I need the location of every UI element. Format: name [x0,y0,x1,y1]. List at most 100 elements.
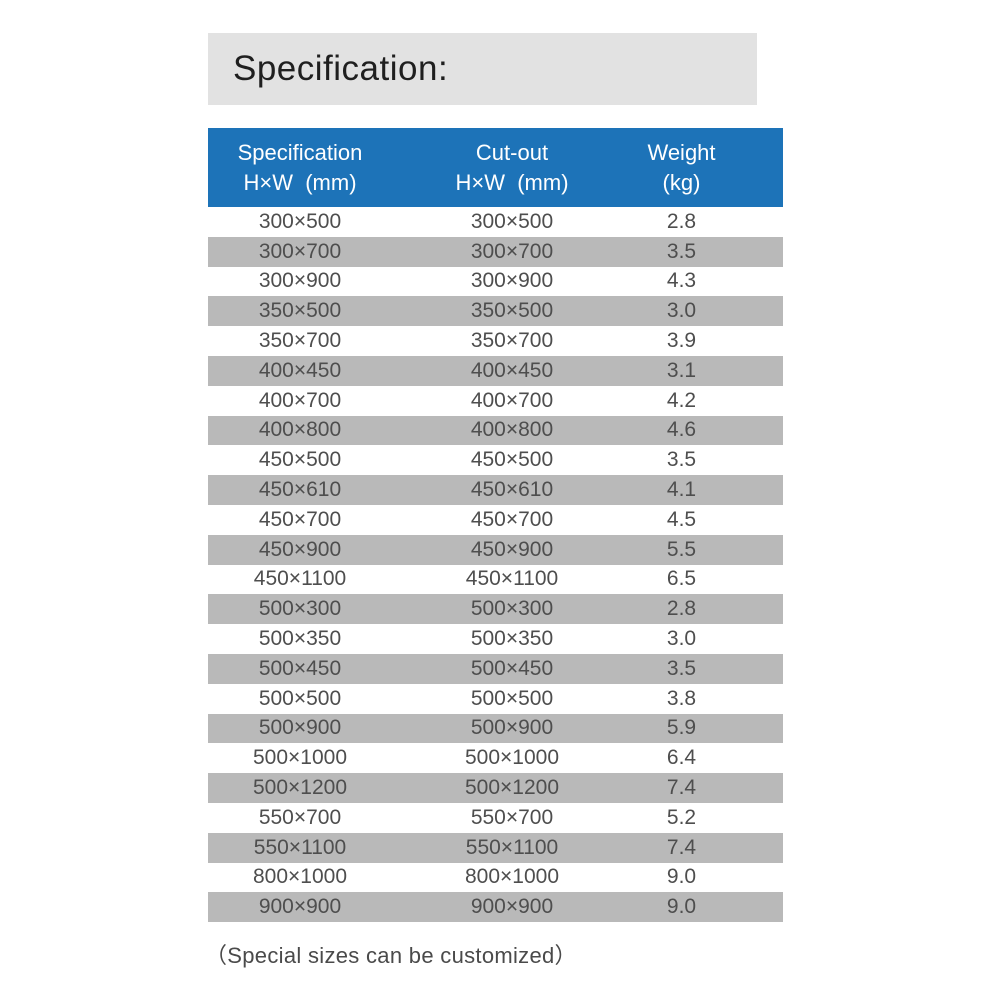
cell-weight: 3.8 [666,686,697,710]
table-header: Specification H×W (mm) Cut-out H×W (mm) … [208,128,783,207]
cell-cutout: 500×1200 [464,776,560,800]
cell-weight: 9.0 [666,895,697,919]
cell-weight: 4.6 [666,418,697,442]
cell-cutout: 500×350 [470,627,554,651]
column-header-weight: Weight (kg) [632,138,783,198]
table-body: 300×500 300×500 2.8 300×700 300×700 3.5 300×90… [208,207,783,923]
cell-spec: 450×610 [258,478,342,502]
cell-cutout: 500×900 [470,716,554,740]
cell-cutout: 800×1000 [464,865,560,889]
cell-spec: 300×900 [258,269,342,293]
table-row: 900×900 900×900 9.0 [208,892,783,923]
cell-cutout: 450×610 [470,478,554,502]
cell-spec: 500×1000 [252,746,348,770]
column-sublabel: H×W (mm) [455,169,569,195]
column-label: Specification [237,139,363,165]
cell-weight: 6.4 [666,746,697,770]
cell-weight: 6.5 [666,567,697,591]
table-row: 500×500 500×500 3.8 [208,684,783,714]
cell-weight: 3.5 [666,239,697,263]
table-row: 550×700 550×700 5.2 [208,803,783,833]
cell-spec: 450×1100 [253,567,347,591]
cell-weight: 4.1 [666,478,697,502]
table-row: 450×1100 450×1100 6.5 [208,565,783,595]
cell-weight: 3.5 [666,656,697,680]
cell-spec: 300×700 [258,239,342,263]
cell-weight: 2.8 [666,209,697,233]
cell-cutout: 300×700 [470,239,554,263]
cell-cutout: 450×500 [470,448,554,472]
table-row: 550×1100 550×1100 7.4 [208,832,783,863]
cell-spec: 900×900 [258,895,342,919]
cell-spec: 550×1100 [253,835,347,859]
cell-cutout: 300×500 [470,209,554,233]
cell-spec: 300×500 [258,209,342,233]
cell-cutout: 550×700 [470,805,554,829]
cell-cutout: 400×800 [470,418,554,442]
cell-cutout: 450×900 [470,537,554,561]
cell-weight: 3.0 [666,299,697,323]
cell-weight: 3.0 [666,627,697,651]
cell-cutout: 500×450 [470,656,554,680]
footnote: （Special sizes can be customized） [205,943,577,968]
table-row: 300×700 300×700 3.5 [208,236,783,267]
title-bar: Specification: [208,33,757,105]
table-row: 500×900 500×900 5.9 [208,713,783,744]
table-row: 500×450 500×450 3.5 [208,653,783,684]
cell-weight: 2.8 [666,597,697,621]
column-header-specification: Specification H×W (mm) [208,138,392,198]
cell-spec: 400×800 [258,418,342,442]
cell-spec: 500×300 [258,597,342,621]
table-row: 500×300 500×300 2.8 [208,594,783,625]
cell-weight: 3.5 [666,448,697,472]
table-row: 800×1000 800×1000 9.0 [208,863,783,893]
cell-spec: 550×700 [258,805,342,829]
cell-cutout: 500×500 [470,686,554,710]
cell-spec: 500×450 [258,656,342,680]
page-title: Specification: [233,49,449,88]
cell-spec: 400×450 [258,358,342,382]
table-row: 450×700 450×700 4.5 [208,505,783,535]
cell-spec: 350×500 [258,299,342,323]
cell-spec: 350×700 [258,329,342,353]
cell-cutout: 450×1100 [465,567,559,591]
table-row: 450×500 450×500 3.5 [208,445,783,475]
cell-spec: 800×1000 [252,865,348,889]
table-row: 400×800 400×800 4.6 [208,415,783,446]
table-row: 300×900 300×900 4.3 [208,267,783,297]
table-row: 450×900 450×900 5.5 [208,534,783,565]
cell-spec: 500×500 [258,686,342,710]
cell-weight: 4.2 [666,388,697,412]
table-row: 400×450 400×450 3.1 [208,355,783,386]
cell-spec: 450×500 [258,448,342,472]
table-row: 300×500 300×500 2.8 [208,207,783,237]
cell-spec: 450×900 [258,537,342,561]
cell-weight: 5.2 [666,805,697,829]
column-sublabel: H×W (mm) [243,169,357,195]
cell-spec: 500×900 [258,716,342,740]
cell-cutout: 400×700 [470,388,554,412]
cell-weight: 4.5 [666,507,697,531]
column-sublabel: (kg) [662,169,701,195]
cell-weight: 3.1 [666,358,697,382]
cell-weight: 4.3 [666,269,697,293]
table-row: 450×610 450×610 4.1 [208,475,783,505]
column-label: Cut-out [475,139,549,165]
table-row: 500×350 500×350 3.0 [208,624,783,654]
cell-spec: 500×1200 [252,776,348,800]
cell-weight: 3.9 [666,329,697,353]
cell-cutout: 300×900 [470,269,554,293]
cell-weight: 7.4 [666,835,697,859]
cell-cutout: 350×500 [470,299,554,323]
table-row: 350×700 350×700 3.9 [208,326,783,356]
table-row: 500×1200 500×1200 7.4 [208,773,783,803]
spec-table: Specification H×W (mm) Cut-out H×W (mm) … [208,128,783,923]
cell-spec: 400×700 [258,388,342,412]
cell-cutout: 550×1100 [465,835,559,859]
table-row: 400×700 400×700 4.2 [208,386,783,416]
cell-cutout: 350×700 [470,329,554,353]
table-row: 350×500 350×500 3.0 [208,296,783,327]
cell-cutout: 400×450 [470,358,554,382]
column-header-cutout: Cut-out H×W (mm) [392,138,632,198]
